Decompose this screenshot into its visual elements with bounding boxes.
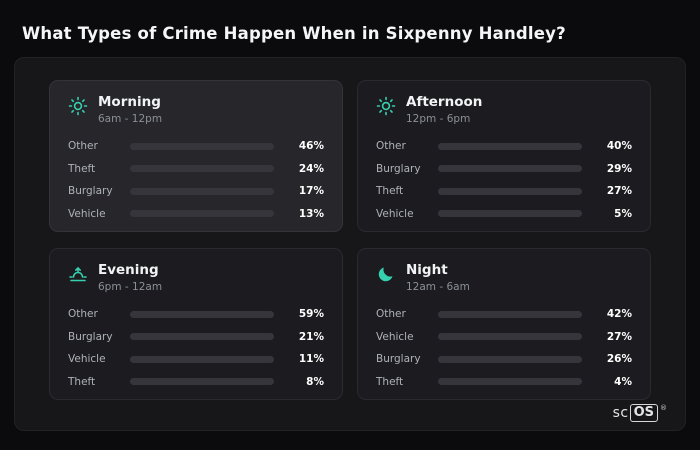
bar-row: Other 59%	[68, 308, 324, 320]
bar-label: Burglary	[376, 353, 421, 366]
panel-title: Afternoon	[406, 94, 483, 110]
bar-track	[438, 187, 582, 195]
panel-time-range: 6pm - 12am	[98, 280, 163, 293]
bar-percent: 27%	[606, 185, 632, 198]
registered-mark: ®	[660, 404, 667, 412]
bar-track	[438, 333, 582, 341]
bar-percent: 59%	[298, 308, 324, 321]
bar-track	[438, 142, 582, 150]
panel-title: Morning	[98, 94, 161, 110]
bar-row: Burglary 26%	[376, 353, 632, 365]
panel-night-rows: Other 42% Vehicle 27% Burglary 26% Theft…	[376, 307, 632, 389]
panel-night-titles: Night 12am - 6am	[406, 262, 470, 293]
bar-track	[130, 165, 274, 173]
bar-track	[130, 142, 274, 150]
bar-row: Vehicle 27%	[376, 331, 632, 343]
page-title: What Types of Crime Happen When in Sixpe…	[22, 24, 566, 43]
bar-row: Other 40%	[376, 140, 632, 152]
panel-afternoon-rows: Other 40% Burglary 29% Theft 27% Vehicle…	[376, 139, 632, 221]
bar-track	[438, 310, 582, 318]
bar-row: Burglary 21%	[68, 331, 324, 343]
bar-row: Other 46%	[68, 140, 324, 152]
bar-label: Other	[68, 140, 98, 153]
bar-track	[438, 355, 582, 363]
bar-row: Theft 8%	[68, 376, 324, 388]
bar-label: Vehicle	[376, 207, 414, 220]
panel-time-range: 12pm - 6pm	[406, 112, 471, 125]
panel-morning-header: Morning 6am - 12pm	[68, 94, 324, 125]
scos-logo-prefix: sc	[612, 405, 629, 421]
bar-label: Other	[376, 308, 406, 321]
bar-row: Vehicle 5%	[376, 208, 632, 220]
bar-label: Burglary	[68, 330, 113, 343]
bar-percent: 26%	[606, 353, 632, 366]
panel-afternoon: Afternoon 12pm - 6pm Other 40% Burglary …	[357, 80, 651, 232]
bar-label: Other	[68, 308, 98, 321]
bar-track	[130, 355, 274, 363]
bar-percent: 24%	[298, 162, 324, 175]
panel-evening-titles: Evening 6pm - 12am	[98, 262, 162, 293]
panel-afternoon-titles: Afternoon 12pm - 6pm	[406, 94, 482, 125]
bar-row: Theft 27%	[376, 185, 632, 197]
bar-percent: 5%	[614, 207, 632, 220]
bar-row: Burglary 17%	[68, 185, 324, 197]
bar-row: Theft 4%	[376, 376, 632, 388]
sunset-icon	[68, 264, 88, 284]
panel-morning: Morning 6am - 12pm Other 46% Theft 24% B…	[49, 80, 343, 232]
bar-row: Vehicle 11%	[68, 353, 324, 365]
bar-percent: 11%	[298, 353, 324, 366]
scos-logo-box: OS	[629, 404, 658, 422]
bar-track	[438, 378, 582, 386]
bar-percent: 8%	[306, 375, 324, 388]
bar-label: Burglary	[68, 185, 113, 198]
moon-icon	[376, 264, 396, 284]
bar-track	[130, 378, 274, 386]
bar-label: Other	[376, 140, 406, 153]
bar-percent: 13%	[298, 207, 324, 220]
panel-title: Evening	[98, 262, 159, 278]
panel-time-range: 12am - 6am	[406, 280, 470, 293]
panel-night-header: Night 12am - 6am	[376, 262, 632, 293]
panel-title: Night	[406, 262, 448, 278]
bar-percent: 42%	[606, 308, 632, 321]
bar-percent: 40%	[606, 140, 632, 153]
bar-percent: 4%	[614, 375, 632, 388]
bar-label: Vehicle	[68, 353, 106, 366]
bar-track	[438, 210, 582, 218]
panel-evening-header: Evening 6pm - 12am	[68, 262, 324, 293]
panel-morning-rows: Other 46% Theft 24% Burglary 17% Vehicle…	[68, 139, 324, 221]
bar-row: Other 42%	[376, 308, 632, 320]
panel-evening-rows: Other 59% Burglary 21% Vehicle 11% Theft…	[68, 307, 324, 389]
bar-row: Theft 24%	[68, 163, 324, 175]
panel-afternoon-header: Afternoon 12pm - 6pm	[376, 94, 632, 125]
bar-label: Theft	[376, 375, 404, 388]
bar-label: Theft	[376, 185, 404, 198]
panel-evening: Evening 6pm - 12am Other 59% Burglary 21…	[49, 248, 343, 400]
crime-times-board: Morning 6am - 12pm Other 46% Theft 24% B…	[14, 57, 686, 431]
bar-percent: 21%	[298, 330, 324, 343]
bar-label: Theft	[68, 162, 96, 175]
bar-row: Burglary 29%	[376, 163, 632, 175]
bar-track	[130, 187, 274, 195]
bar-row: Vehicle 13%	[68, 208, 324, 220]
bar-percent: 46%	[298, 140, 324, 153]
bar-label: Burglary	[376, 162, 421, 175]
panel-time-range: 6am - 12pm	[98, 112, 163, 125]
bar-track	[130, 310, 274, 318]
bar-track	[130, 333, 274, 341]
bar-track	[130, 210, 274, 218]
scos-logo: sc OS ®	[613, 404, 667, 422]
bar-label: Theft	[68, 375, 96, 388]
bar-label: Vehicle	[68, 207, 106, 220]
panel-night: Night 12am - 6am Other 42% Vehicle 27% B…	[357, 248, 651, 400]
bar-percent: 29%	[606, 162, 632, 175]
bar-label: Vehicle	[376, 330, 414, 343]
bar-percent: 17%	[298, 185, 324, 198]
panel-morning-titles: Morning 6am - 12pm	[98, 94, 162, 125]
bar-percent: 27%	[606, 330, 632, 343]
bar-track	[438, 165, 582, 173]
sun-icon	[68, 96, 88, 116]
sun-icon	[376, 96, 396, 116]
